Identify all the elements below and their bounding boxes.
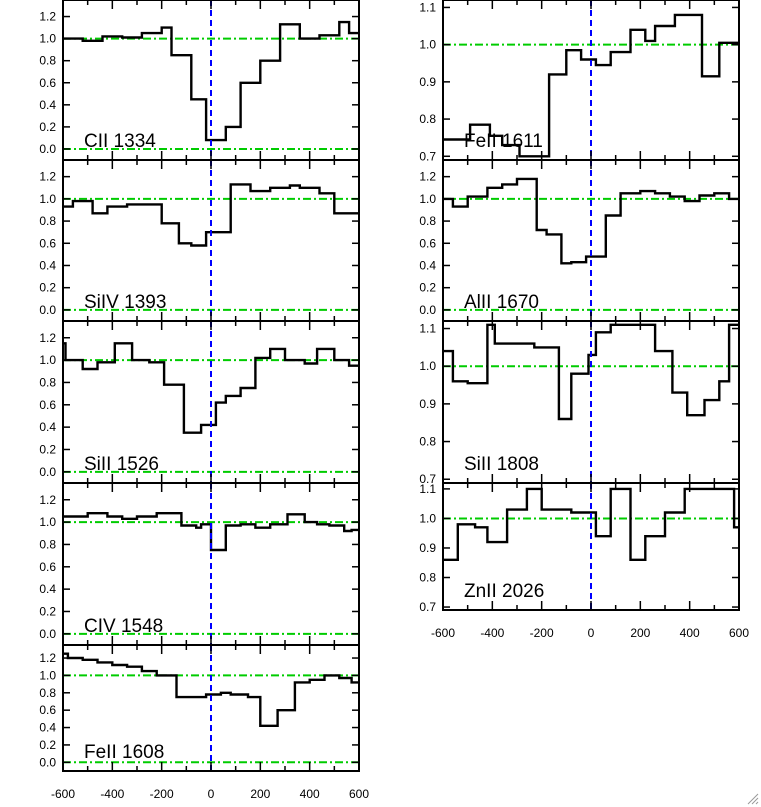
x-tick-label: -200 <box>530 626 554 640</box>
y-tick-label: 0.4 <box>39 98 56 112</box>
x-tick-label: -600 <box>51 787 75 801</box>
x-tick-label: -200 <box>150 787 174 801</box>
panel-label: ZnII 2026 <box>464 581 544 602</box>
spectrum-line <box>63 652 359 727</box>
y-tick-label: 0.2 <box>39 604 56 618</box>
panel-label: SiII 1808 <box>464 454 539 475</box>
y-tick-label: 1.0 <box>39 668 56 682</box>
x-tick-label: 400 <box>680 626 700 640</box>
spectrum-line <box>63 183 359 247</box>
y-tick-label: 0.9 <box>419 397 436 411</box>
y-tick-label: 0.0 <box>39 755 56 769</box>
y-tick-label: 0.6 <box>39 703 56 717</box>
x-tick-label: -600 <box>431 626 455 640</box>
y-tick-label: 0.7 <box>419 149 436 163</box>
y-tick-label: 0.2 <box>419 281 436 295</box>
y-tick-label: 0.8 <box>39 375 56 389</box>
spectrum-line <box>63 20 359 142</box>
y-tick-label: 1.2 <box>39 170 56 184</box>
y-tick-label: 0.0 <box>39 303 56 317</box>
y-tick-label: 1.2 <box>39 651 56 665</box>
y-tick-label: 1.0 <box>39 353 56 367</box>
y-tick-label: 1.0 <box>419 359 436 373</box>
y-tick-label: 0.6 <box>39 236 56 250</box>
y-tick-label: 0.8 <box>419 112 436 126</box>
y-tick-label: 0.6 <box>419 236 436 250</box>
panel-label: SiII 1526 <box>84 454 159 475</box>
y-tick-label: 0.0 <box>419 303 436 317</box>
panel-label: SiIV 1393 <box>84 292 166 313</box>
x-tick-label: 200 <box>250 787 270 801</box>
panel-label: CII 1334 <box>84 131 156 152</box>
spectrum-line <box>443 323 739 421</box>
y-tick-label: 1.1 <box>419 322 436 336</box>
y-tick-label: 1.1 <box>419 482 436 496</box>
y-tick-label: 1.0 <box>39 192 56 206</box>
y-tick-label: 0.8 <box>419 435 436 449</box>
spectrum-line <box>443 487 739 561</box>
y-tick-label: 1.2 <box>419 170 436 184</box>
y-tick-label: 0.9 <box>419 541 436 555</box>
y-tick-label: 0.7 <box>419 600 436 614</box>
panel-label: FeII 1611 <box>464 131 543 152</box>
x-tick-label: -400 <box>480 626 504 640</box>
x-tick-label: 400 <box>300 787 320 801</box>
y-tick-label: 0.6 <box>39 560 56 574</box>
y-tick-label: 1.0 <box>419 38 436 52</box>
y-tick-label: 0.8 <box>39 214 56 228</box>
panel-frame <box>442 482 740 611</box>
y-tick-label: 1.1 <box>419 0 436 14</box>
y-tick-label: 0.6 <box>39 76 56 90</box>
spectrum-line <box>63 342 359 434</box>
y-tick-label: 0.9 <box>419 75 436 89</box>
panel-label: AlII 1670 <box>464 292 539 313</box>
x-tick-label: 600 <box>729 626 749 640</box>
y-tick-label: 0.8 <box>39 54 56 68</box>
panel-label: FeII 1608 <box>84 742 164 763</box>
x-tick-label: 600 <box>349 787 369 801</box>
y-tick-label: 0.2 <box>39 738 56 752</box>
spectrum-line <box>63 512 359 552</box>
y-tick-label: 1.0 <box>419 192 436 206</box>
y-tick-label: 1.0 <box>419 511 436 525</box>
resize-grip-icon[interactable] <box>745 791 759 805</box>
y-tick-label: 1.0 <box>39 515 56 529</box>
panel-label: CIV 1548 <box>84 616 163 637</box>
y-tick-label: 0.4 <box>419 258 436 272</box>
y-tick-label: 1.2 <box>39 10 56 24</box>
y-tick-label: 0.4 <box>39 582 56 596</box>
y-tick-label: 0.4 <box>39 420 56 434</box>
x-tick-label: 200 <box>630 626 650 640</box>
y-tick-label: 0.2 <box>39 442 56 456</box>
y-tick-label: 0.4 <box>39 721 56 735</box>
y-tick-label: 0.2 <box>39 281 56 295</box>
y-tick-label: 0.8 <box>39 537 56 551</box>
y-tick-label: 0.0 <box>39 142 56 156</box>
y-tick-label: 1.0 <box>39 32 56 46</box>
y-tick-label: 0.6 <box>39 398 56 412</box>
spectrum-line <box>443 13 739 158</box>
y-tick-label: 0.0 <box>39 465 56 479</box>
x-tick-label: 0 <box>208 787 215 801</box>
y-tick-label: 0.8 <box>419 214 436 228</box>
x-tick-label: -400 <box>100 787 124 801</box>
y-tick-label: 0.7 <box>419 472 436 486</box>
y-tick-label: 0.4 <box>39 258 56 272</box>
y-tick-label: 0.0 <box>39 627 56 641</box>
y-tick-label: 1.2 <box>39 331 56 345</box>
panel-frame <box>62 644 360 772</box>
y-tick-label: 0.8 <box>419 571 436 585</box>
y-tick-label: 1.2 <box>39 493 56 507</box>
y-tick-label: 0.8 <box>39 686 56 700</box>
x-tick-label: 0 <box>588 626 595 640</box>
spectrum-line <box>443 177 739 265</box>
y-tick-label: 0.2 <box>39 120 56 134</box>
